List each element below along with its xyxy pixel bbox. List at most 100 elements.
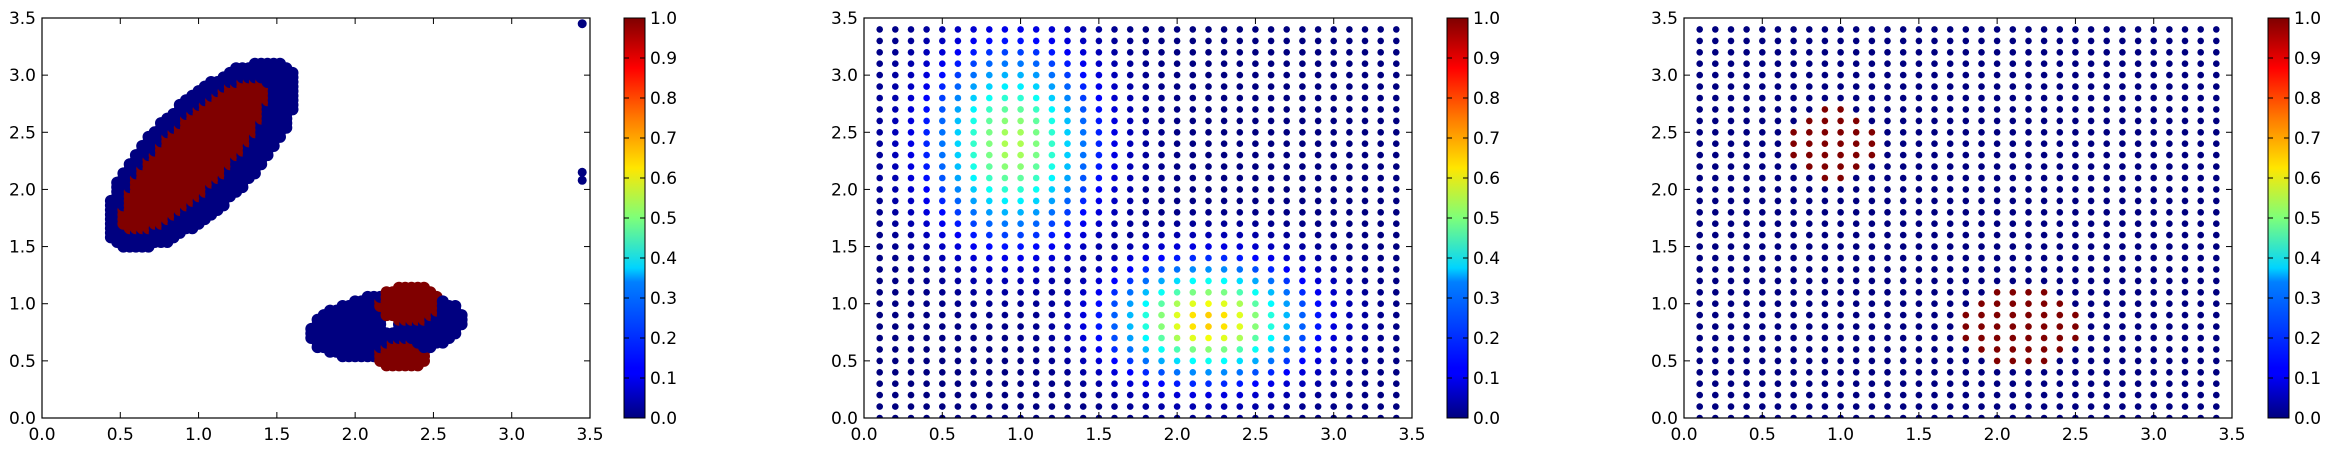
data-point xyxy=(1993,129,2001,136)
data-point xyxy=(1252,37,1259,45)
data-point xyxy=(1868,117,1876,125)
data-point xyxy=(1393,266,1400,273)
data-point xyxy=(1299,94,1306,102)
data-point xyxy=(1696,71,1703,79)
data-point xyxy=(1017,197,1024,205)
data-point xyxy=(1821,186,1829,193)
data-point xyxy=(1978,37,1985,45)
data-point xyxy=(1126,140,1134,147)
data-point xyxy=(1946,26,1954,33)
data-point xyxy=(1048,49,1056,56)
data-point xyxy=(1946,277,1954,285)
y-tick-label: 3.0 xyxy=(831,66,858,86)
data-point xyxy=(1095,369,1103,376)
data-point xyxy=(1899,243,1907,250)
data-point xyxy=(1252,186,1259,193)
data-point xyxy=(1884,151,1891,159)
data-point xyxy=(907,254,915,262)
data-point xyxy=(1377,346,1384,353)
data-point xyxy=(2181,186,2189,193)
data-point xyxy=(2056,289,2064,296)
data-point xyxy=(1142,391,1150,399)
data-point xyxy=(2025,83,2032,90)
y-tick-label: 3.5 xyxy=(831,9,858,29)
y-tick-label: 0.0 xyxy=(9,409,36,429)
data-point xyxy=(1126,323,1134,330)
data-point xyxy=(1712,197,1719,205)
data-point xyxy=(1393,94,1400,102)
data-point xyxy=(954,49,962,56)
data-point xyxy=(1774,277,1782,285)
data-point xyxy=(1205,346,1212,353)
data-point xyxy=(939,26,946,33)
y-tick-label: 2.0 xyxy=(9,180,36,200)
data-point xyxy=(1220,49,1228,56)
data-point xyxy=(2040,197,2048,205)
data-point xyxy=(892,357,899,365)
data-point xyxy=(2056,380,2064,388)
data-point xyxy=(1884,186,1891,193)
x-tick-label: 1.5 xyxy=(263,425,290,445)
data-point xyxy=(2213,209,2220,216)
data-point xyxy=(1774,403,1782,410)
data-point xyxy=(2134,243,2142,250)
data-point xyxy=(1189,26,1197,33)
data-point xyxy=(1884,163,1891,170)
data-point xyxy=(1346,94,1353,102)
data-point xyxy=(1267,300,1275,308)
data-point xyxy=(1205,129,1212,136)
data-point xyxy=(1759,334,1766,342)
data-point xyxy=(1759,220,1766,227)
data-point xyxy=(907,174,915,182)
data-point xyxy=(1001,346,1009,353)
data-point xyxy=(1946,209,1954,216)
data-point xyxy=(1346,391,1353,399)
data-point xyxy=(1727,254,1735,262)
data-point xyxy=(2009,106,2017,113)
data-point xyxy=(1759,49,1766,56)
data-point xyxy=(1048,277,1056,285)
data-point xyxy=(2150,403,2157,410)
data-point xyxy=(1884,300,1891,308)
data-point xyxy=(1205,414,1212,418)
data-point xyxy=(970,243,977,250)
data-point xyxy=(2056,277,2064,285)
data-point xyxy=(1806,151,1813,159)
data-point xyxy=(1079,311,1087,319)
data-point xyxy=(2025,334,2032,342)
data-point xyxy=(970,60,977,67)
data-point xyxy=(2025,71,2032,79)
data-point xyxy=(907,117,915,125)
data-point xyxy=(2150,209,2157,216)
data-point xyxy=(1962,266,1970,273)
data-point xyxy=(1205,163,1212,170)
data-point xyxy=(1837,323,1844,330)
data-point xyxy=(1095,49,1103,56)
data-point xyxy=(1017,151,1024,159)
data-point xyxy=(876,311,883,319)
data-point xyxy=(1837,346,1844,353)
data-point xyxy=(2150,163,2157,170)
data-point xyxy=(954,346,962,353)
data-point xyxy=(2009,300,2017,308)
data-point xyxy=(1314,186,1322,193)
data-point xyxy=(1267,334,1275,342)
data-point xyxy=(1158,380,1165,388)
data-point xyxy=(1299,163,1306,170)
data-point xyxy=(2040,243,2048,250)
data-point xyxy=(1126,369,1134,376)
data-point xyxy=(1032,300,1040,308)
data-point xyxy=(2181,197,2189,205)
data-point xyxy=(1346,26,1353,33)
data-point xyxy=(2213,140,2220,147)
y-tick-label: 0.5 xyxy=(1651,352,1678,372)
data-point xyxy=(1696,311,1703,319)
data-point xyxy=(1978,369,1985,376)
data-point xyxy=(2119,26,2126,33)
data-point xyxy=(1299,140,1306,147)
data-point xyxy=(1361,414,1369,418)
data-point xyxy=(1142,60,1150,67)
data-point xyxy=(923,140,930,147)
data-point xyxy=(1837,94,1844,102)
colorbar-tick-label: 0.2 xyxy=(650,329,677,349)
